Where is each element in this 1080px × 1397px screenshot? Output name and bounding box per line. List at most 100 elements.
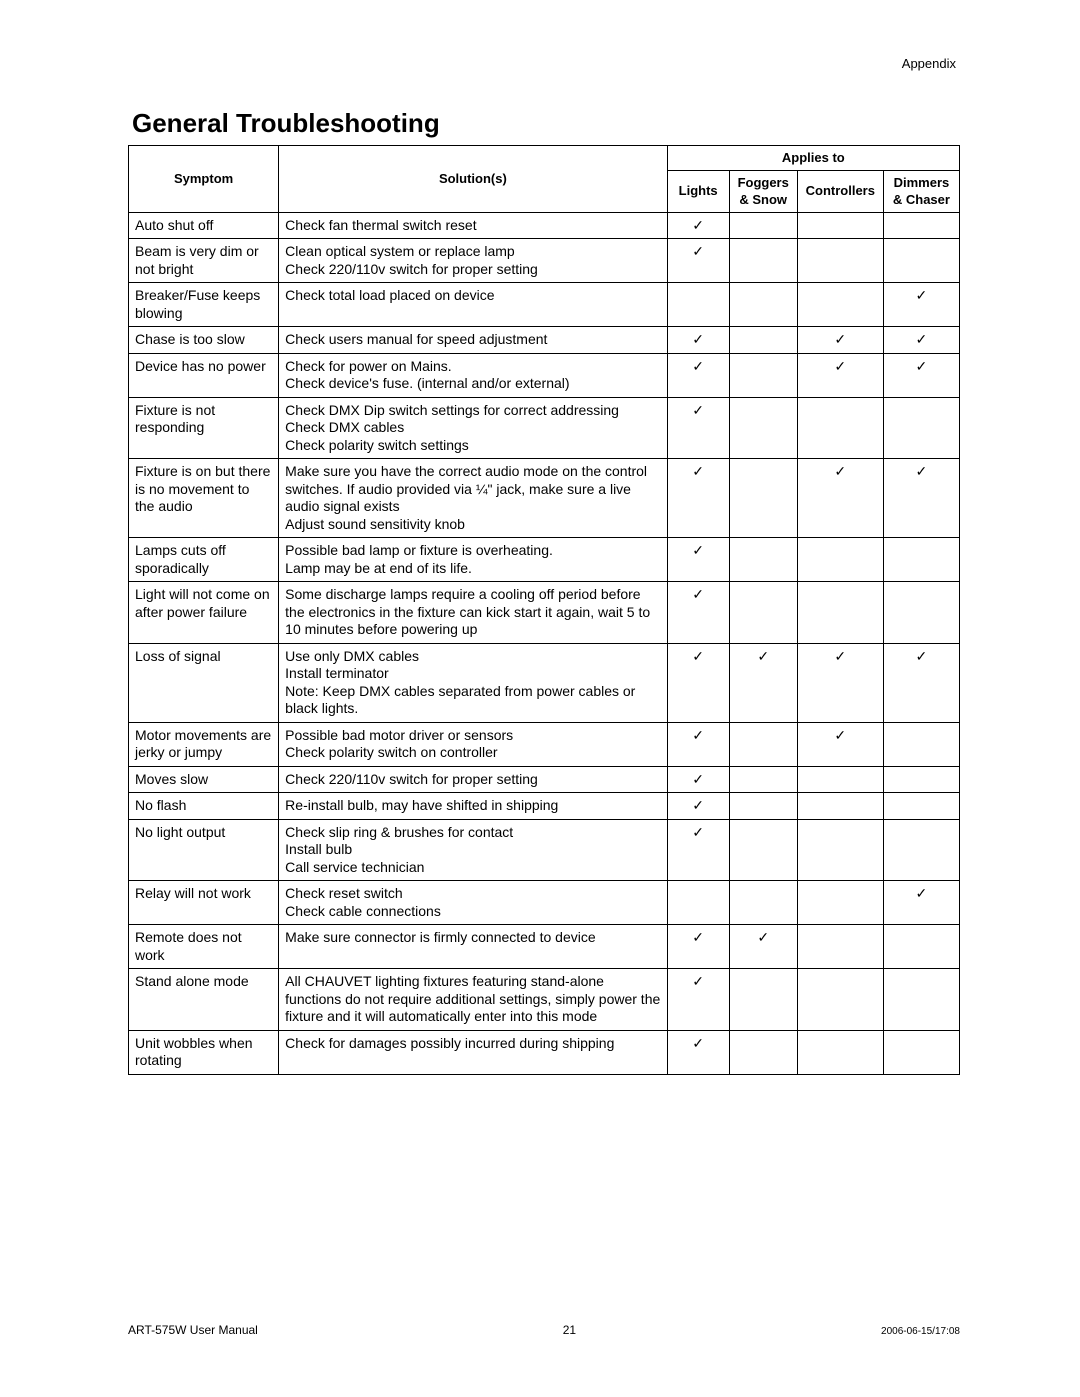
controllers-check bbox=[797, 397, 883, 459]
solution-line: Check device's fuse. (internal and/or ex… bbox=[285, 375, 660, 393]
symptom-cell: Breaker/Fuse keeps blowing bbox=[129, 283, 279, 327]
check-icon: ✓ bbox=[757, 929, 769, 945]
solution-cell: Re-install bulb, may have shifted in shi… bbox=[279, 793, 667, 820]
col-foggers-header: Foggers & Snow bbox=[729, 171, 797, 213]
controllers-check bbox=[797, 582, 883, 644]
dimmers-check bbox=[883, 397, 959, 459]
lights-check: ✓ bbox=[667, 327, 729, 354]
solution-line: Adjust sound sensitivity knob bbox=[285, 516, 660, 534]
solution-line: Check 220/110v switch for proper setting bbox=[285, 771, 660, 789]
controllers-check bbox=[797, 969, 883, 1031]
check-icon: ✓ bbox=[692, 358, 704, 374]
check-icon: ✓ bbox=[692, 727, 704, 743]
foggers-check bbox=[729, 397, 797, 459]
check-icon: ✓ bbox=[916, 463, 928, 479]
check-icon: ✓ bbox=[692, 243, 704, 259]
page-footer: ART-575W User Manual 21 2006-06-15/17:08 bbox=[128, 1323, 960, 1337]
solution-line: Possible bad lamp or fixture is overheat… bbox=[285, 542, 660, 560]
foggers-check: ✓ bbox=[729, 925, 797, 969]
check-icon: ✓ bbox=[834, 648, 846, 664]
solution-line: Call service technician bbox=[285, 859, 660, 877]
solution-cell: Make sure connector is firmly connected … bbox=[279, 925, 667, 969]
check-icon: ✓ bbox=[692, 217, 704, 233]
dimmers-check bbox=[883, 925, 959, 969]
foggers-check bbox=[729, 766, 797, 793]
foggers-check bbox=[729, 722, 797, 766]
solution-line: Use only DMX cables bbox=[285, 648, 660, 666]
solution-cell: Check reset switchCheck cable connection… bbox=[279, 881, 667, 925]
lights-check: ✓ bbox=[667, 353, 729, 397]
lights-check bbox=[667, 283, 729, 327]
check-icon: ✓ bbox=[692, 797, 704, 813]
solution-line: Check total load placed on device bbox=[285, 287, 660, 305]
controllers-check bbox=[797, 212, 883, 239]
solution-line: Lamp may be at end of its life. bbox=[285, 560, 660, 578]
col-applies-to-header: Applies to bbox=[667, 146, 959, 171]
solution-line: Install bulb bbox=[285, 841, 660, 859]
lights-check: ✓ bbox=[667, 1030, 729, 1074]
lights-check: ✓ bbox=[667, 397, 729, 459]
lights-check: ✓ bbox=[667, 582, 729, 644]
page: Appendix General Troubleshooting Symptom… bbox=[0, 0, 1080, 1397]
check-icon: ✓ bbox=[916, 287, 928, 303]
controllers-check bbox=[797, 538, 883, 582]
lights-check: ✓ bbox=[667, 643, 729, 722]
dimmers-check bbox=[883, 969, 959, 1031]
dimmers-check bbox=[883, 793, 959, 820]
controllers-check: ✓ bbox=[797, 722, 883, 766]
footer-date: 2006-06-15/17:08 bbox=[881, 1326, 960, 1337]
symptom-cell: Fixture is on but there is no movement t… bbox=[129, 459, 279, 538]
solution-cell: Check DMX Dip switch settings for correc… bbox=[279, 397, 667, 459]
solution-line: Check polarity switch settings bbox=[285, 437, 660, 455]
check-icon: ✓ bbox=[692, 542, 704, 558]
footer-left: ART-575W User Manual bbox=[128, 1323, 258, 1337]
page-title: General Troubleshooting bbox=[132, 108, 960, 139]
symptom-cell: Lamps cuts off sporadically bbox=[129, 538, 279, 582]
check-icon: ✓ bbox=[692, 1035, 704, 1051]
table-row: Chase is too slowCheck users manual for … bbox=[129, 327, 960, 354]
lights-check: ✓ bbox=[667, 766, 729, 793]
table-row: No light output Check slip ring & brushes… bbox=[129, 819, 960, 881]
symptom-cell: Loss of signal bbox=[129, 643, 279, 722]
lights-check: ✓ bbox=[667, 212, 729, 239]
symptom-cell: No light output bbox=[129, 819, 279, 881]
controllers-check bbox=[797, 239, 883, 283]
foggers-check bbox=[729, 969, 797, 1031]
solution-cell: Check 220/110v switch for proper setting bbox=[279, 766, 667, 793]
symptom-cell: Moves slow bbox=[129, 766, 279, 793]
controllers-check: ✓ bbox=[797, 643, 883, 722]
check-icon: ✓ bbox=[834, 463, 846, 479]
foggers-check bbox=[729, 881, 797, 925]
solution-line: Check users manual for speed adjustment bbox=[285, 331, 660, 349]
foggers-check bbox=[729, 353, 797, 397]
lights-check: ✓ bbox=[667, 925, 729, 969]
solution-line: Clean optical system or replace lamp bbox=[285, 243, 660, 261]
symptom-cell: Auto shut off bbox=[129, 212, 279, 239]
lights-check: ✓ bbox=[667, 793, 729, 820]
table-row: Breaker/Fuse keeps blowing Check total lo… bbox=[129, 283, 960, 327]
symptom-cell: Remote does not work bbox=[129, 925, 279, 969]
dimmers-check bbox=[883, 582, 959, 644]
controllers-check bbox=[797, 793, 883, 820]
dimmers-check bbox=[883, 538, 959, 582]
controllers-check: ✓ bbox=[797, 353, 883, 397]
lights-check: ✓ bbox=[667, 819, 729, 881]
foggers-check bbox=[729, 582, 797, 644]
foggers-check bbox=[729, 1030, 797, 1074]
table-row: Moves slow Check 220/110v switch for prop… bbox=[129, 766, 960, 793]
dimmers-check: ✓ bbox=[883, 283, 959, 327]
lights-check: ✓ bbox=[667, 969, 729, 1031]
dimmers-check bbox=[883, 239, 959, 283]
controllers-check bbox=[797, 283, 883, 327]
dimmers-check: ✓ bbox=[883, 459, 959, 538]
solution-cell: Use only DMX cablesInstall terminatorNot… bbox=[279, 643, 667, 722]
dimmers-check bbox=[883, 212, 959, 239]
footer-page-number: 21 bbox=[258, 1323, 881, 1337]
solution-cell: Possible bad lamp or fixture is overheat… bbox=[279, 538, 667, 582]
solution-line: Possible bad motor driver or sensors bbox=[285, 727, 660, 745]
solution-line: Check slip ring & brushes for contact bbox=[285, 824, 660, 842]
solution-line: Check 220/110v switch for proper setting bbox=[285, 261, 660, 279]
check-icon: ✓ bbox=[692, 331, 704, 347]
symptom-cell: Stand alone mode bbox=[129, 969, 279, 1031]
solution-line: Make sure you have the correct audio mod… bbox=[285, 463, 660, 516]
